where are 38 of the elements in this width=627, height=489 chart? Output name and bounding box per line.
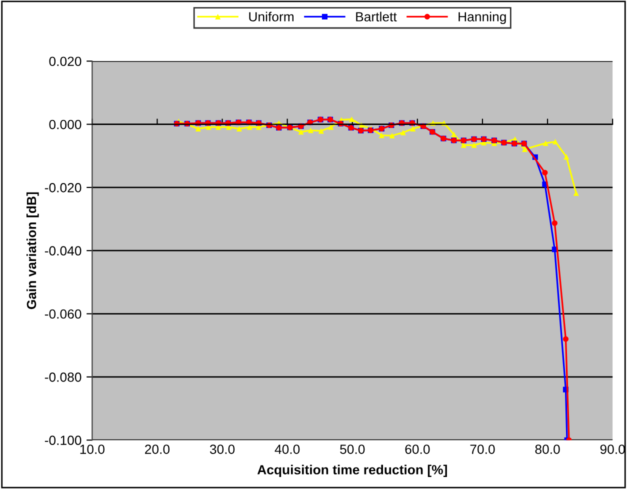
x-tick-label: 30.0 [210,444,235,454]
point [400,130,406,136]
x-tick-label: 20.0 [145,444,170,454]
y-tick-label: -0.060 [44,309,82,319]
x-axis-title: Acquisition time reduction [%] [257,464,447,478]
point [348,116,354,122]
y-tick-label: -0.020 [44,183,82,192]
point [410,126,416,132]
point [552,220,558,226]
x-tick-label: 40.0 [274,444,300,454]
y-tick-label: -0.040 [44,246,82,256]
x-tick-label: 70.0 [470,444,495,454]
x-tick-label: 60.0 [405,444,430,454]
y-tick-label: -0.080 [44,372,82,382]
point [573,190,579,196]
point [389,132,395,138]
legend-label: Uniform [249,12,294,22]
y-tick-label: -0.100 [44,436,82,446]
legend-label: Hanning [458,12,506,24]
y-axis-title: Gain variation [dB] [26,192,39,310]
x-tick-label: 80.0 [535,444,560,454]
x-tick-label: 90.0 [600,444,625,454]
point [542,170,548,176]
point [298,129,304,135]
legend-label: Bartlett [356,12,397,22]
y-tick-label: 0.020 [49,56,82,66]
point [522,146,528,152]
point [471,142,477,148]
point [195,126,201,132]
point [308,128,314,134]
point [562,336,569,342]
point [328,124,334,130]
point [542,140,548,146]
x-tick-label: 10.0 [80,444,104,454]
y-tick-label: 0.000 [49,120,82,130]
point [552,138,558,144]
x-tick-label: 50.0 [340,444,365,454]
point [236,126,242,132]
